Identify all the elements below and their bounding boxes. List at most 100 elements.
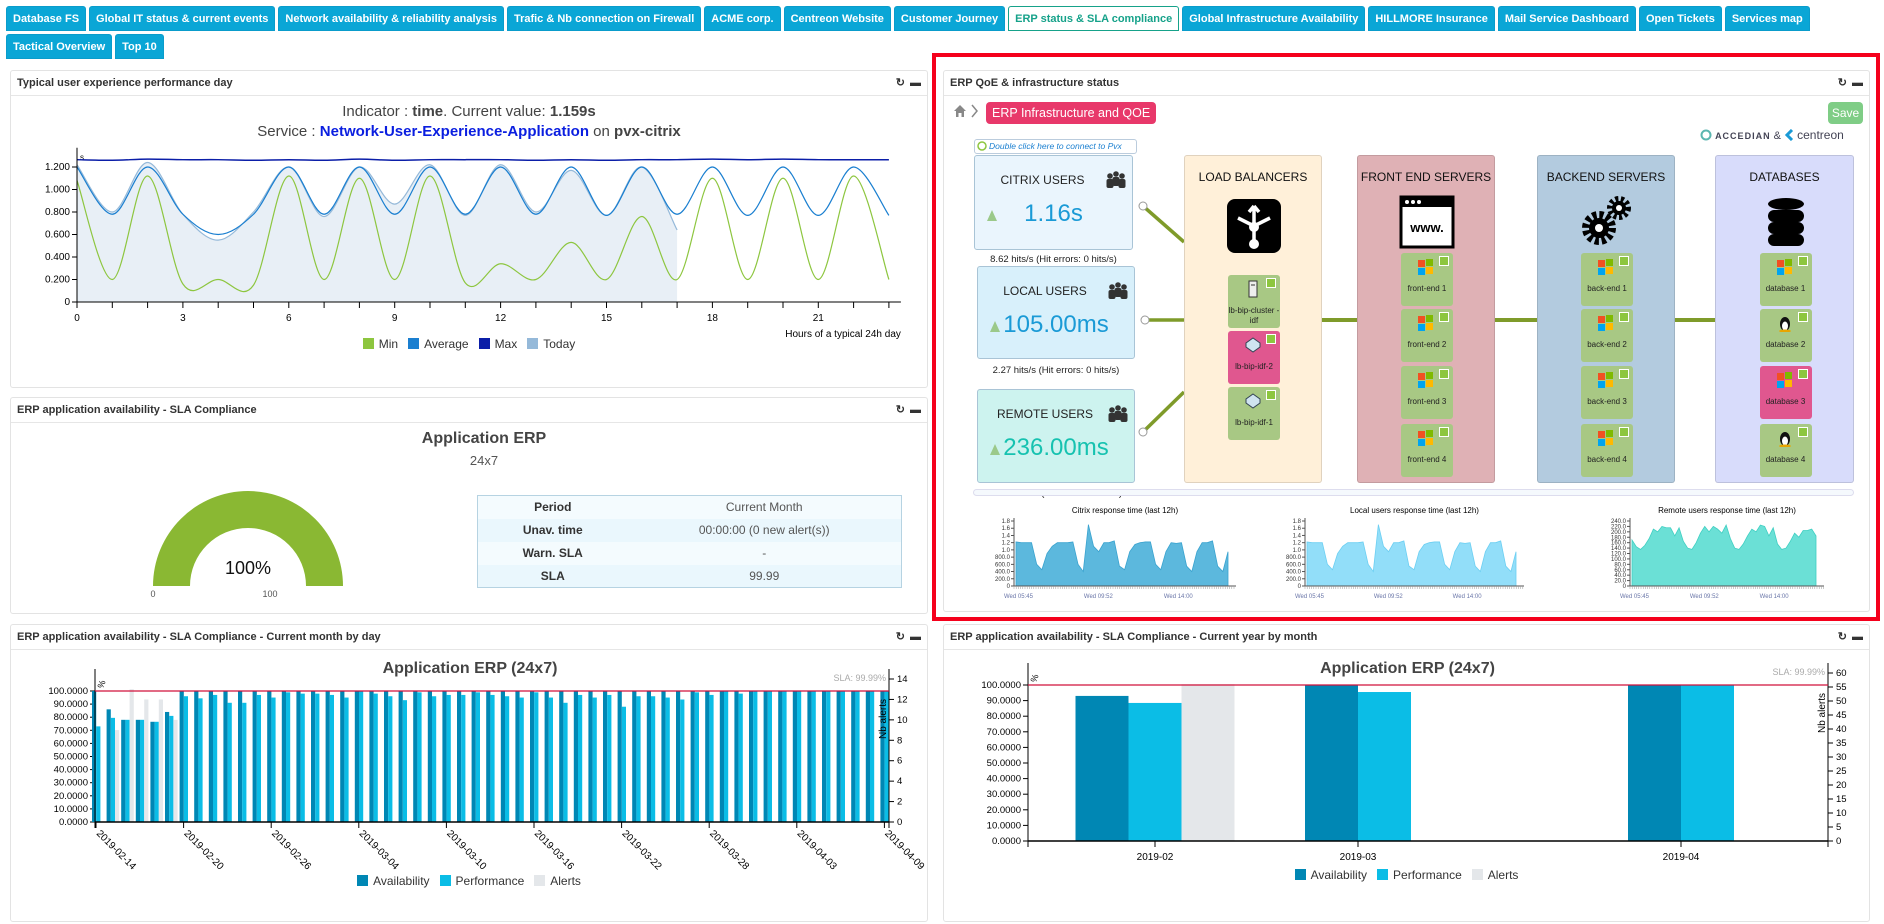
tab-acme-corp-[interactable]: ACME corp. — [704, 6, 781, 31]
bar-performance[interactable] — [373, 693, 378, 822]
tab-tactical-overview[interactable]: Tactical Overview — [6, 34, 113, 59]
tab-network-availability-reliability-analysis[interactable]: Network availability & reliability analy… — [278, 6, 504, 31]
bar-availability[interactable] — [354, 691, 359, 822]
host-tile[interactable]: lb-bip-idf-2 — [1228, 331, 1280, 384]
bar-performance[interactable] — [300, 693, 305, 822]
bar-performance[interactable] — [607, 694, 612, 822]
bar-alerts[interactable] — [115, 730, 120, 822]
bar-performance[interactable] — [256, 694, 261, 822]
bar-availability[interactable] — [486, 691, 491, 822]
bar-availability[interactable] — [340, 691, 345, 822]
bar-availability[interactable] — [1305, 685, 1358, 841]
bar-performance[interactable] — [286, 692, 291, 822]
bar-performance[interactable] — [621, 706, 626, 822]
bar-performance[interactable] — [753, 691, 758, 822]
legend-item[interactable]: Alerts — [1471, 868, 1518, 882]
refresh-icon[interactable]: ↻ — [895, 631, 905, 643]
bar-availability[interactable] — [384, 691, 389, 822]
legend-item[interactable]: Average — [408, 337, 469, 351]
bar-availability[interactable] — [763, 691, 768, 822]
tab-open-tickets[interactable]: Open Tickets — [1638, 6, 1722, 31]
bar-availability[interactable] — [457, 691, 462, 822]
legend-item[interactable]: Availability — [357, 874, 430, 888]
bar-availability[interactable] — [150, 721, 155, 822]
bar-availability[interactable] — [822, 691, 827, 822]
bar-availability[interactable] — [632, 691, 637, 822]
bar-performance[interactable] — [826, 691, 831, 822]
host-tile[interactable]: back-end 1 — [1581, 253, 1633, 306]
bar-availability[interactable] — [646, 691, 651, 822]
bar-availability[interactable] — [325, 691, 330, 822]
host-tile[interactable]: database 2 — [1759, 309, 1812, 362]
bar-performance[interactable] — [1128, 702, 1182, 841]
bar-performance[interactable] — [709, 694, 714, 822]
host-tile[interactable]: front-end 3 — [1401, 366, 1453, 419]
bar-performance[interactable] — [183, 696, 188, 822]
host-tile[interactable]: front-end 1 — [1401, 253, 1453, 306]
bar-performance[interactable] — [767, 691, 772, 822]
host-tile[interactable]: database 3 — [1759, 366, 1812, 419]
minimize-icon[interactable]: ▬ — [1852, 631, 1863, 643]
bar-availability[interactable] — [719, 691, 724, 822]
bar-performance[interactable] — [811, 691, 816, 822]
refresh-icon[interactable]: ↻ — [1837, 631, 1847, 643]
bar-availability[interactable] — [515, 691, 520, 822]
bar-performance[interactable] — [855, 691, 860, 822]
bar-availability[interactable] — [749, 691, 754, 822]
bar-availability[interactable] — [194, 691, 199, 822]
bar-availability[interactable] — [661, 691, 666, 822]
bar-availability[interactable] — [1628, 685, 1681, 841]
bar-availability[interactable] — [807, 691, 812, 822]
host-tile[interactable]: back-end 3 — [1581, 366, 1633, 419]
save-button[interactable]: Save — [1828, 102, 1863, 124]
tab-mail-service-dashboard[interactable]: Mail Service Dashboard — [1497, 6, 1636, 31]
bar-availability[interactable] — [778, 691, 783, 822]
refresh-icon[interactable]: ↻ — [895, 404, 905, 416]
bar-availability[interactable] — [398, 691, 403, 822]
bar-performance[interactable] — [782, 691, 787, 822]
host-tile[interactable]: back-end 2 — [1581, 309, 1633, 362]
bar-availability[interactable] — [865, 691, 870, 822]
bar-availability[interactable] — [281, 691, 286, 822]
bar-performance[interactable] — [461, 694, 466, 822]
bar-availability[interactable] — [588, 691, 593, 822]
bar-performance[interactable] — [651, 696, 656, 822]
bar-performance[interactable] — [1681, 685, 1734, 841]
bar-performance[interactable] — [446, 694, 451, 822]
bar-performance[interactable] — [154, 721, 159, 822]
bar-availability[interactable] — [471, 691, 476, 822]
bar-performance[interactable] — [870, 691, 875, 822]
bar-availability[interactable] — [573, 691, 578, 822]
bar-alerts[interactable] — [173, 719, 178, 822]
tab-top-10[interactable]: Top 10 — [115, 34, 164, 59]
tab-global-it-status-current-events[interactable]: Global IT status & current events — [89, 6, 276, 31]
legend-item[interactable]: Alerts — [534, 874, 581, 888]
bar-availability[interactable] — [311, 691, 316, 822]
bar-availability[interactable] — [690, 691, 695, 822]
bar-performance[interactable] — [402, 700, 407, 822]
tab-global-infrastructure-availability[interactable]: Global Infrastructure Availability — [1182, 6, 1366, 31]
legend-item[interactable]: Performance — [439, 874, 524, 888]
minimize-icon[interactable]: ▬ — [910, 404, 921, 416]
bar-performance[interactable] — [110, 717, 115, 822]
bar-performance[interactable] — [417, 692, 422, 822]
bar-availability[interactable] — [559, 691, 564, 822]
bar-performance[interactable] — [315, 693, 320, 822]
bar-availability[interactable] — [135, 719, 140, 822]
bar-availability[interactable] — [603, 691, 608, 822]
bar-performance[interactable] — [884, 691, 889, 822]
bar-performance[interactable] — [797, 691, 802, 822]
bar-alerts[interactable] — [158, 699, 163, 822]
bar-performance[interactable] — [578, 694, 583, 822]
bar-availability[interactable] — [836, 691, 841, 822]
bar-performance[interactable] — [563, 702, 568, 822]
tab-centreon-website[interactable]: Centreon Website — [783, 6, 891, 31]
bar-performance[interactable] — [665, 697, 670, 822]
bar-availability[interactable] — [617, 691, 622, 822]
bar-performance[interactable] — [534, 692, 539, 822]
bar-performance[interactable] — [344, 697, 349, 822]
bar-performance[interactable] — [840, 691, 845, 822]
bar-availability[interactable] — [223, 691, 228, 822]
user-group-local-users[interactable]: LOCAL USERS 105.00ms 2.27 hits/s (Hit erro… — [977, 266, 1135, 376]
bar-performance[interactable] — [140, 719, 145, 822]
